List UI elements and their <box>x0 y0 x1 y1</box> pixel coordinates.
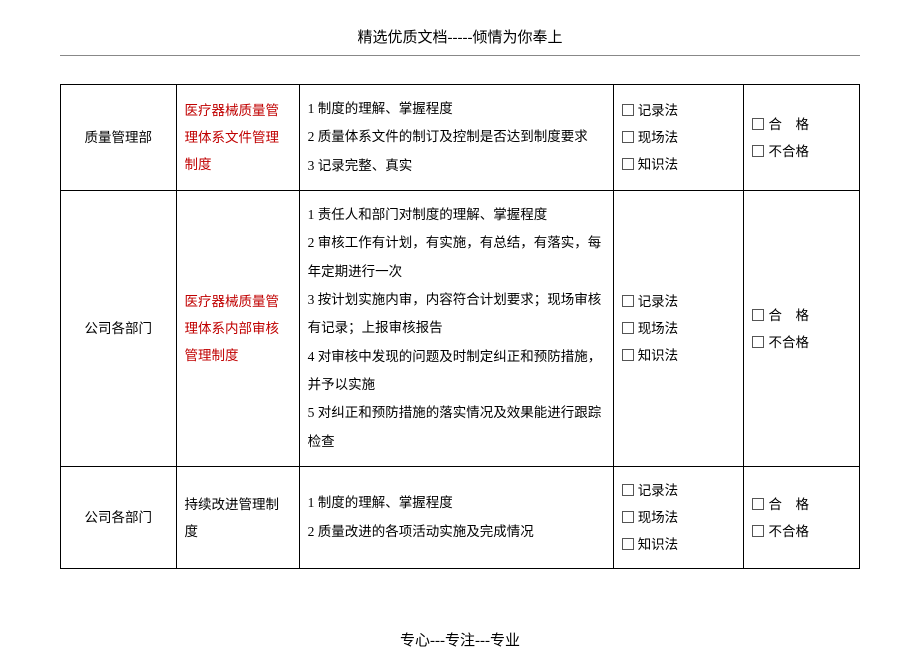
method-label: 记录法 <box>638 483 679 498</box>
checkbox-icon <box>752 336 764 348</box>
result-label: 不合格 <box>768 144 809 159</box>
table-row: 公司各部门持续改进管理制度1 制度的理解、掌握程度2 质量改进的各项活动实施及完… <box>61 467 860 569</box>
items-cell: 1 制度的理解、掌握程度2 质量体系文件的制订及控制是否达到制度要求3 记录完整… <box>299 85 613 191</box>
checkbox-icon <box>752 145 764 157</box>
method-option: 知识法 <box>622 531 736 558</box>
result-cell: 合 格不合格 <box>744 191 860 467</box>
method-cell: 记录法现场法知识法 <box>613 191 744 467</box>
checkbox-icon <box>622 104 634 116</box>
method-option: 知识法 <box>622 342 736 369</box>
audit-table: 质量管理部医疗器械质量管理体系文件管理制度1 制度的理解、掌握程度2 质量体系文… <box>60 84 860 569</box>
result-option: 不合格 <box>752 518 851 545</box>
result-cell: 合 格不合格 <box>744 85 860 191</box>
method-option: 记录法 <box>622 477 736 504</box>
method-label: 记录法 <box>638 294 679 309</box>
result-label: 合 格 <box>768 308 809 323</box>
doc-cell: 医疗器械质量管理体系内部审核管理制度 <box>176 191 299 467</box>
method-label: 知识法 <box>638 348 679 363</box>
method-option: 记录法 <box>622 97 736 124</box>
result-label: 合 格 <box>768 497 809 512</box>
dept-cell: 公司各部门 <box>61 467 177 569</box>
checkbox-icon <box>752 118 764 130</box>
checkbox-icon <box>622 322 634 334</box>
checkbox-icon <box>752 498 764 510</box>
table-row: 质量管理部医疗器械质量管理体系文件管理制度1 制度的理解、掌握程度2 质量体系文… <box>61 85 860 191</box>
checkbox-icon <box>622 131 634 143</box>
doc-cell: 医疗器械质量管理体系文件管理制度 <box>176 85 299 191</box>
method-label: 知识法 <box>638 157 679 172</box>
items-cell: 1 制度的理解、掌握程度2 质量改进的各项活动实施及完成情况 <box>299 467 613 569</box>
method-cell: 记录法现场法知识法 <box>613 85 744 191</box>
method-option: 记录法 <box>622 288 736 315</box>
result-label: 不合格 <box>768 524 809 539</box>
result-cell: 合 格不合格 <box>744 467 860 569</box>
result-option: 合 格 <box>752 491 851 518</box>
result-option: 不合格 <box>752 138 851 165</box>
doc-cell: 持续改进管理制度 <box>176 467 299 569</box>
checkbox-icon <box>752 309 764 321</box>
dept-cell: 公司各部门 <box>61 191 177 467</box>
method-label: 知识法 <box>638 537 679 552</box>
method-label: 现场法 <box>638 130 679 145</box>
checkbox-icon <box>752 525 764 537</box>
result-option: 合 格 <box>752 302 851 329</box>
method-label: 现场法 <box>638 510 679 525</box>
checkbox-icon <box>622 511 634 523</box>
method-option: 现场法 <box>622 504 736 531</box>
header-rule <box>60 55 860 56</box>
method-label: 现场法 <box>638 321 679 336</box>
method-label: 记录法 <box>638 103 679 118</box>
checkbox-icon <box>622 538 634 550</box>
checkbox-icon <box>622 158 634 170</box>
method-option: 现场法 <box>622 315 736 342</box>
table-row: 公司各部门医疗器械质量管理体系内部审核管理制度1 责任人和部门对制度的理解、掌握… <box>61 191 860 467</box>
result-option: 不合格 <box>752 329 851 356</box>
page-footer: 专心---专注---专业 <box>60 629 860 650</box>
result-label: 不合格 <box>768 335 809 350</box>
checkbox-icon <box>622 484 634 496</box>
checkbox-icon <box>622 349 634 361</box>
result-label: 合 格 <box>768 117 809 132</box>
result-option: 合 格 <box>752 111 851 138</box>
method-cell: 记录法现场法知识法 <box>613 467 744 569</box>
items-cell: 1 责任人和部门对制度的理解、掌握程度2 审核工作有计划，有实施，有总结，有落实… <box>299 191 613 467</box>
method-option: 知识法 <box>622 151 736 178</box>
method-option: 现场法 <box>622 124 736 151</box>
checkbox-icon <box>622 295 634 307</box>
dept-cell: 质量管理部 <box>61 85 177 191</box>
page-header: 精选优质文档-----倾情为你奉上 <box>60 20 860 51</box>
